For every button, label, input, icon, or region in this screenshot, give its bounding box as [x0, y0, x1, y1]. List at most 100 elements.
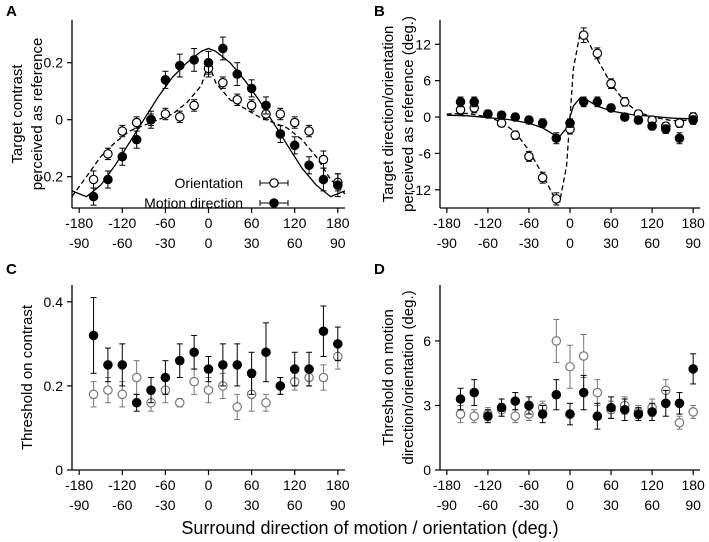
x-tick-label-motion: -180: [433, 477, 461, 493]
motion-direction-point: [160, 372, 171, 383]
orientation-point: [160, 109, 171, 119]
x-tick-label-orientation: 90: [330, 235, 346, 251]
orientation-point: [551, 194, 562, 204]
x-tick-label-orientation: 90: [685, 497, 701, 513]
x-tick-label-motion: -120: [108, 477, 136, 493]
legend-label: Orientation: [175, 175, 243, 191]
orientation-point: [189, 376, 199, 387]
orientation-point: [551, 336, 562, 346]
motion-direction-point: [218, 360, 228, 370]
motion-direction-point: [189, 347, 199, 358]
orientation-point: [674, 417, 685, 428]
motion-direction-point: [606, 402, 616, 413]
panel-letter: D: [374, 261, 385, 278]
motion-direction-point: [103, 174, 113, 185]
motion-direction-point: [510, 112, 521, 122]
y-axis-label: perceived as reference (deg.): [400, 16, 417, 212]
x-tick-label-motion: -60: [155, 477, 175, 493]
motion-direction-point: [510, 396, 521, 406]
motion-direction-point: [483, 109, 493, 119]
motion-direction-point: [174, 355, 185, 366]
y-tick-label: 0.2: [44, 55, 64, 71]
x-tick-label-orientation: -90: [69, 235, 89, 251]
y-tick-label: -12: [411, 182, 431, 198]
motion-direction-point: [496, 110, 507, 121]
x-tick-label-orientation: 60: [287, 235, 303, 251]
motion-direction-point: [674, 133, 685, 144]
orientation-point: [103, 385, 113, 395]
motion-direction-point: [578, 97, 589, 107]
motion-direction-point: [289, 364, 300, 374]
motion-direction-point: [117, 360, 128, 370]
motion-direction-point: [674, 398, 685, 409]
orientation-point: [674, 118, 685, 128]
x-tick-label-motion: -60: [519, 477, 539, 493]
y-tick-label: 12: [415, 36, 431, 52]
motion-direction-point: [647, 121, 657, 131]
y-tick-label: 0: [423, 109, 431, 125]
motion-direction-point: [117, 151, 128, 162]
motion-direction-point: [537, 118, 548, 128]
legend-orientation-marker: [269, 178, 279, 188]
y-tick-label: 0.4: [44, 294, 64, 310]
x-tick-label-motion: -120: [474, 215, 502, 231]
x-tick-label-motion: 0: [205, 477, 213, 493]
motion-direction-point: [131, 397, 142, 408]
motion-direction-point: [565, 118, 575, 128]
x-tick-label-motion: 60: [603, 477, 619, 493]
motion-direction-point: [619, 112, 630, 122]
x-tick-label-orientation: 60: [644, 497, 660, 513]
legend: Orientation Motion direction: [144, 175, 289, 211]
orientation-point: [688, 407, 698, 417]
motion-direction-point: [537, 409, 548, 419]
y-tick-label: 6: [423, 333, 431, 349]
orientation-point: [174, 112, 185, 122]
orientation-point: [88, 174, 99, 185]
y-tick-label: 6: [423, 73, 431, 89]
x-tick-label-motion: 180: [681, 477, 705, 493]
x-tick-label-motion: -120: [474, 477, 502, 493]
panel-b: B-180-90-120-60-60-300060301206018090126…: [374, 3, 705, 251]
y-tick-label: -6: [419, 145, 432, 161]
motion-direction-point: [218, 43, 228, 54]
motion-direction-point: [203, 57, 214, 68]
motion-direction-point: [565, 409, 575, 419]
motion-direction-point: [275, 381, 286, 391]
orientation-point: [304, 126, 314, 136]
figure-xlabel: Surround direction of motion / orientati…: [181, 518, 558, 538]
orientation-point: [537, 172, 548, 183]
x-tick-label-motion: 120: [640, 215, 664, 231]
orientation-point: [261, 397, 271, 408]
x-tick-label-orientation: -30: [155, 497, 175, 513]
motion-direction-point: [246, 83, 257, 94]
motion-direction-point: [304, 160, 314, 171]
x-tick-label-motion: 0: [566, 215, 574, 231]
y-tick-label: 0: [55, 112, 63, 128]
x-tick-label-orientation: 90: [330, 497, 346, 513]
panel-letter: A: [6, 3, 17, 20]
motion-direction-point: [146, 114, 156, 125]
motion-direction-point: [318, 326, 329, 337]
motion-direction-point: [633, 115, 644, 125]
x-tick-label-orientation: -60: [112, 235, 132, 251]
x-tick-label-motion: 180: [326, 477, 350, 493]
motion-direction-point: [592, 97, 603, 107]
motion-direction-point: [455, 394, 466, 404]
x-tick-label-orientation: 60: [644, 235, 660, 251]
orientation-point: [88, 389, 99, 400]
x-tick-label-motion: -120: [108, 215, 136, 231]
y-tick-label: 3: [423, 397, 431, 413]
motion-direction-point: [578, 387, 589, 398]
orientation-point: [289, 117, 300, 128]
x-tick-label-motion: 60: [244, 477, 260, 493]
motion-direction-point: [189, 55, 199, 65]
motion-fit-curve: [446, 96, 694, 138]
motion-direction-point: [592, 411, 603, 422]
x-tick-label-motion: -180: [65, 215, 93, 231]
orientation-point: [318, 372, 329, 383]
orientation-point: [592, 48, 603, 59]
orientation-point: [524, 151, 534, 162]
motion-direction-point: [688, 115, 698, 125]
motion-direction-point: [289, 140, 300, 151]
